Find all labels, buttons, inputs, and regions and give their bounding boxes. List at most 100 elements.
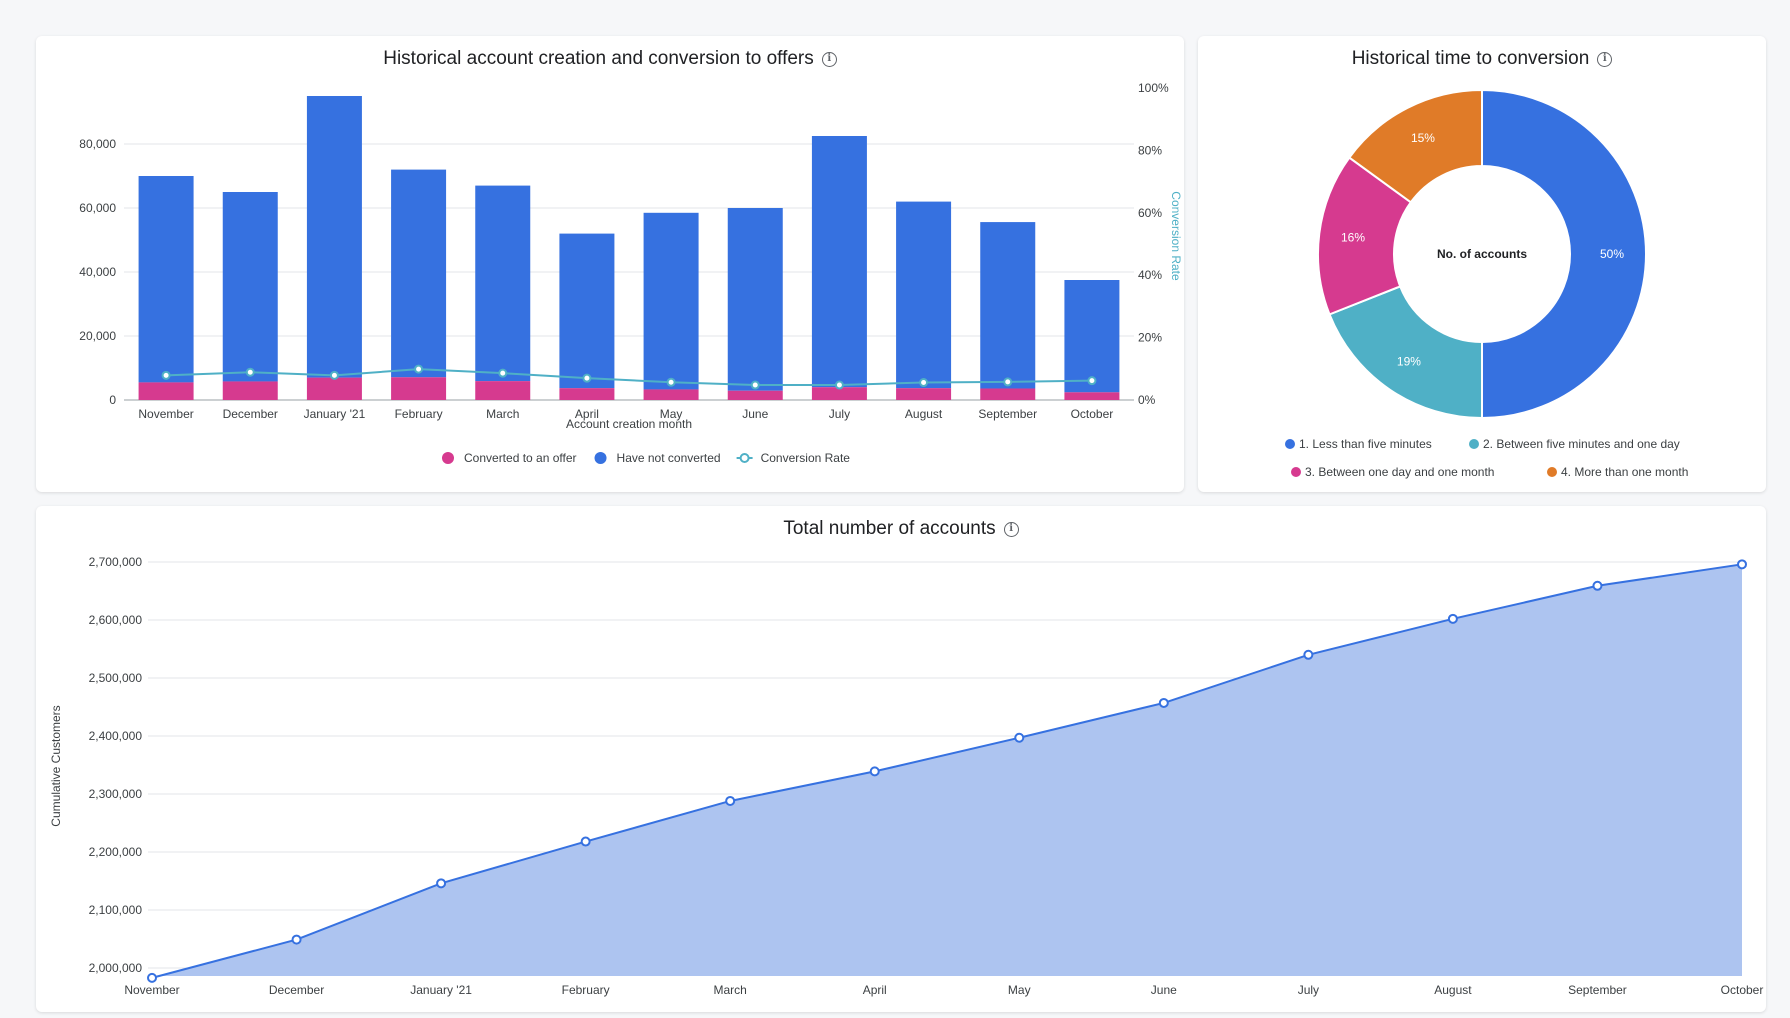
x-tick-label: June (1151, 983, 1177, 997)
conversion-rate-point (582, 373, 592, 383)
y-tick-label: 2,700,000 (89, 555, 143, 569)
x-tick-label: November (124, 983, 179, 997)
conversion-rate-point (245, 367, 255, 377)
area-point (1592, 580, 1603, 591)
area-point (291, 934, 302, 945)
y-tick-label: 2,100,000 (89, 903, 143, 917)
conversion-rate-point (666, 377, 676, 387)
area-point (1737, 559, 1747, 570)
donut-chart-title-row: Historical time to conversion i (1198, 48, 1766, 70)
bar-have-not-converted (643, 212, 699, 390)
legend-swatch (1547, 467, 1557, 477)
area-point (147, 972, 157, 983)
bar-converted (475, 381, 531, 400)
y-tick-label: 20,000 (79, 329, 116, 343)
conversion-rate-point (329, 370, 339, 380)
slice-label: 50% (1600, 247, 1624, 261)
bar-chart: 0 20,000 40,000 60,000 80,000 0% 20% 40% 60% 80% 1… (79, 81, 1183, 465)
area-point (436, 878, 447, 889)
x-tick-label: July (829, 407, 850, 421)
x-tick-label: October (1721, 983, 1764, 997)
y2-tick-label: 80% (1138, 143, 1162, 157)
y-tick-label: 2,300,000 (89, 787, 143, 801)
area-point (1014, 732, 1025, 743)
bar-have-not-converted (222, 192, 278, 382)
info-icon[interactable]: i (1597, 51, 1613, 67)
slice-label: 19% (1397, 355, 1421, 369)
x-tick-label: May (1008, 983, 1031, 997)
conversion-rate-point (750, 380, 760, 390)
info-icon[interactable]: i (1003, 521, 1019, 537)
bar-converted (559, 388, 615, 400)
area-chart-title-row: Total number of accounts i (36, 518, 1766, 540)
legend-label: 3. Between one day and one month (1305, 465, 1494, 479)
area-chart-title: Total number of accounts (783, 518, 996, 539)
bar-chart-title: Historical account creation and conversi… (383, 48, 814, 69)
donut-center-label: No. of accounts (1437, 247, 1527, 261)
area-point (1303, 649, 1314, 660)
x-tick-label: March (714, 983, 747, 997)
y2-tick-label: 100% (1138, 81, 1169, 95)
bar-have-not-converted (475, 185, 531, 382)
y-tick-label: 0 (109, 393, 116, 407)
y2-tick-label: 0% (1138, 393, 1156, 407)
area-line (151, 563, 1743, 979)
bar-converted (222, 381, 278, 400)
bar-chart-card: Historical account creation and conversi… (36, 36, 1184, 492)
bar-converted (391, 377, 447, 400)
bar-have-not-converted (138, 176, 194, 383)
donut-chart: 50% 19% 16% 15% No. of accounts 1. Less than … (1285, 88, 1688, 479)
donut-slice (1347, 88, 1483, 204)
bar-have-not-converted (727, 208, 783, 391)
y-tick-label: 2,000,000 (89, 961, 143, 975)
bar-converted (643, 389, 699, 400)
bar-chart-title-row: Historical account creation and conversi… (36, 48, 1184, 70)
x-tick-label: August (905, 407, 943, 421)
x-tick-label: April (863, 983, 887, 997)
y-tick-label: 2,600,000 (89, 613, 143, 627)
y2-tick-label: 60% (1138, 206, 1162, 220)
x-tick-label: September (1568, 983, 1627, 997)
bar-have-not-converted (980, 222, 1036, 389)
y2-tick-label: 40% (1138, 268, 1162, 282)
y2-axis-title: Conversion Rate (1169, 191, 1183, 281)
slice-label: 16% (1341, 231, 1365, 245)
legend-label: Conversion Rate (761, 451, 851, 465)
conversion-rate-point (161, 370, 171, 380)
legend-label: 4. More than one month (1561, 465, 1688, 479)
conversion-rate-point (498, 368, 508, 378)
x-tick-label: January '21 (304, 407, 366, 421)
bar-converted (727, 390, 783, 400)
bar-have-not-converted (391, 169, 447, 378)
x-tick-label: June (742, 407, 768, 421)
conversion-rate-point (1087, 376, 1097, 386)
x-tick-label: May (660, 407, 683, 421)
y-tick-label: 80,000 (79, 137, 116, 151)
x-tick-label: April (575, 407, 599, 421)
conversion-rate-line (166, 368, 1092, 387)
legend-swatch (1291, 467, 1301, 477)
area-point (580, 836, 591, 847)
legend-swatch (442, 452, 454, 464)
y-tick-label: 40,000 (79, 265, 116, 279)
legend-swatch (1285, 439, 1295, 449)
y-tick-label: 2,500,000 (89, 671, 143, 685)
area-point (725, 795, 736, 806)
x-tick-label: October (1071, 407, 1114, 421)
y-tick-label: 2,200,000 (89, 845, 143, 859)
bar-converted (811, 387, 867, 400)
bar-have-not-converted (306, 96, 362, 378)
info-icon[interactable]: i (821, 51, 837, 67)
x-tick-label: February (562, 983, 610, 997)
conversion-rate-point (414, 364, 424, 374)
bar-converted (980, 388, 1036, 400)
x-tick-label: September (978, 407, 1037, 421)
legend-swatch (1469, 439, 1479, 449)
donut-chart-title: Historical time to conversion (1351, 48, 1590, 69)
area-point (1447, 613, 1458, 624)
bar-have-not-converted (1064, 280, 1120, 393)
x-tick-label: July (1298, 983, 1319, 997)
legend-label: Have not converted (617, 451, 721, 465)
bar-converted (138, 382, 194, 400)
x-tick-label: February (395, 407, 443, 421)
